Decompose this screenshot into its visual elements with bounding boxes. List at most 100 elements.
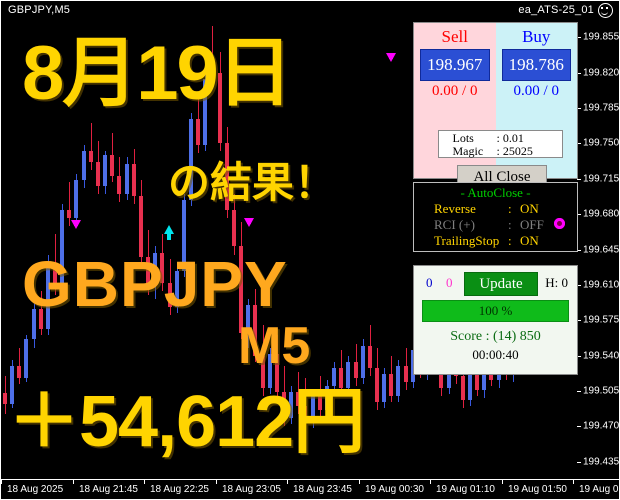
magic-label: Magic bbox=[452, 144, 484, 158]
price-tick bbox=[577, 461, 581, 463]
candle-body bbox=[382, 373, 386, 403]
time-tick bbox=[287, 480, 288, 484]
candle-body bbox=[175, 270, 179, 308]
trailingstop-value: ON bbox=[520, 233, 539, 248]
candle-body bbox=[168, 282, 172, 308]
candle-body bbox=[3, 393, 7, 405]
status-panel[interactable]: 0 0 Update H: 0 100 % Score : (14) 850 0… bbox=[413, 265, 578, 375]
autoclose-title: - AutoClose - bbox=[460, 185, 531, 200]
price-tick-label: 199.715 bbox=[583, 173, 620, 185]
time-tick-label: 19 Aug 02:30 bbox=[579, 484, 620, 495]
candle-body bbox=[225, 143, 229, 211]
sell-arrow-icon bbox=[244, 218, 254, 227]
autoclose-row-rci[interactable]: RCI (+) : OFF bbox=[414, 217, 577, 233]
candle-body bbox=[24, 339, 28, 378]
price-tick bbox=[577, 37, 581, 39]
hold-count-label: H: 0 bbox=[545, 275, 568, 290]
candle-body bbox=[103, 155, 107, 186]
price-tick bbox=[577, 391, 581, 393]
trailingstop-sep: : bbox=[508, 233, 512, 248]
autoclose-panel[interactable]: - AutoClose - Reverse : ON RCI (+) : OFF… bbox=[413, 182, 578, 252]
candle-body bbox=[117, 175, 121, 194]
lots-value: : 0.01 bbox=[496, 131, 524, 145]
time-tick bbox=[1, 480, 2, 484]
lots-magic-box: Lots : 0.01 Magic : 25025 bbox=[438, 130, 563, 158]
sell-price-button[interactable]: 198.967 bbox=[420, 49, 490, 81]
overlay-timeframe: M5 bbox=[238, 317, 311, 375]
price-tick bbox=[577, 178, 581, 180]
candle-body bbox=[461, 375, 465, 401]
rci-sep: : bbox=[508, 217, 512, 232]
trailingstop-label: TrailingStop bbox=[434, 233, 500, 248]
candle-wick bbox=[212, 26, 213, 87]
overlay-profit: ＋54,612円 bbox=[8, 382, 365, 462]
lots-row: Lots : 0.01 bbox=[439, 132, 562, 145]
price-axis: 199.855 199.820 199.785 199.750 199.715 199.6… bbox=[577, 20, 619, 479]
candle-body bbox=[368, 345, 372, 368]
price-tick-label: 199.435 bbox=[583, 456, 620, 468]
progress-bar: 100 % bbox=[422, 300, 569, 322]
count-blue: 0 bbox=[426, 275, 433, 290]
candle-wick bbox=[305, 377, 306, 431]
time-axis: 18 Aug 2025 18 Aug 21:45 18 Aug 22:25 18 Au… bbox=[1, 479, 620, 500]
time-tick-label: 19 Aug 01:10 bbox=[436, 484, 495, 495]
candle-body bbox=[303, 406, 307, 423]
candle-body bbox=[246, 305, 250, 334]
smiley-face-icon bbox=[598, 3, 613, 18]
price-tick-label: 199.785 bbox=[583, 102, 620, 114]
candle-body bbox=[60, 210, 64, 285]
rci-label: RCI (+) bbox=[434, 217, 475, 232]
time-tick-label: 18 Aug 21:45 bbox=[79, 484, 138, 495]
price-tick-label: 199.750 bbox=[583, 137, 620, 149]
candle-body bbox=[396, 365, 400, 397]
autoclose-row-reverse[interactable]: Reverse : ON bbox=[414, 201, 577, 217]
price-tick-label: 199.610 bbox=[583, 279, 620, 291]
time-tick bbox=[573, 480, 574, 484]
candle-body bbox=[475, 371, 479, 391]
buy-price-button[interactable]: 198.786 bbox=[501, 49, 571, 81]
candle-body bbox=[275, 353, 279, 393]
time-tick-label: 18 Aug 22:25 bbox=[150, 484, 209, 495]
time-tick bbox=[73, 480, 74, 484]
candle-body bbox=[346, 361, 350, 388]
price-tick-label: 199.820 bbox=[583, 67, 620, 79]
sell-pl-value: 0.00 / 0 bbox=[432, 83, 478, 99]
price-tick bbox=[577, 107, 581, 109]
candle-body bbox=[182, 199, 186, 271]
candle-body bbox=[160, 252, 164, 283]
price-tick-label: 199.505 bbox=[583, 385, 620, 397]
candle-wick bbox=[91, 123, 92, 170]
time-tick bbox=[144, 480, 145, 484]
trade-panel[interactable]: Sell 198.967 0.00 / 0 Buy 198.786 0.00 /… bbox=[413, 22, 578, 190]
lots-label: Lots bbox=[452, 131, 474, 145]
candle-body bbox=[468, 371, 472, 401]
time-tick bbox=[502, 480, 503, 484]
candle-body bbox=[268, 353, 272, 388]
price-tick-label: 199.680 bbox=[583, 208, 620, 220]
update-button[interactable]: Update bbox=[464, 272, 538, 296]
score-label: Score : (14) 850 bbox=[450, 329, 541, 344]
price-tick bbox=[577, 355, 581, 357]
sell-title: Sell bbox=[441, 27, 468, 46]
candle-wick bbox=[69, 181, 70, 227]
rci-value: OFF bbox=[520, 217, 544, 232]
candle-body bbox=[361, 345, 365, 378]
candle-body bbox=[96, 161, 100, 186]
candle-body bbox=[232, 210, 236, 247]
price-tick bbox=[577, 320, 581, 322]
time-tick bbox=[430, 480, 431, 484]
candle-body bbox=[354, 361, 358, 378]
candle-body bbox=[296, 392, 300, 407]
candle-body bbox=[39, 309, 43, 330]
magenta-dot-icon[interactable] bbox=[554, 218, 565, 229]
candle-body bbox=[389, 373, 393, 397]
arrow-stem bbox=[389, 53, 393, 59]
candle-body bbox=[482, 365, 486, 391]
arrow-stem bbox=[247, 218, 251, 224]
candle-body bbox=[125, 163, 129, 194]
candle-body bbox=[67, 210, 71, 219]
autoclose-row-trailingstop[interactable]: TrailingStop : ON bbox=[414, 233, 577, 249]
timer-label: 00:00:40 bbox=[472, 347, 519, 362]
candle-body bbox=[196, 119, 200, 146]
